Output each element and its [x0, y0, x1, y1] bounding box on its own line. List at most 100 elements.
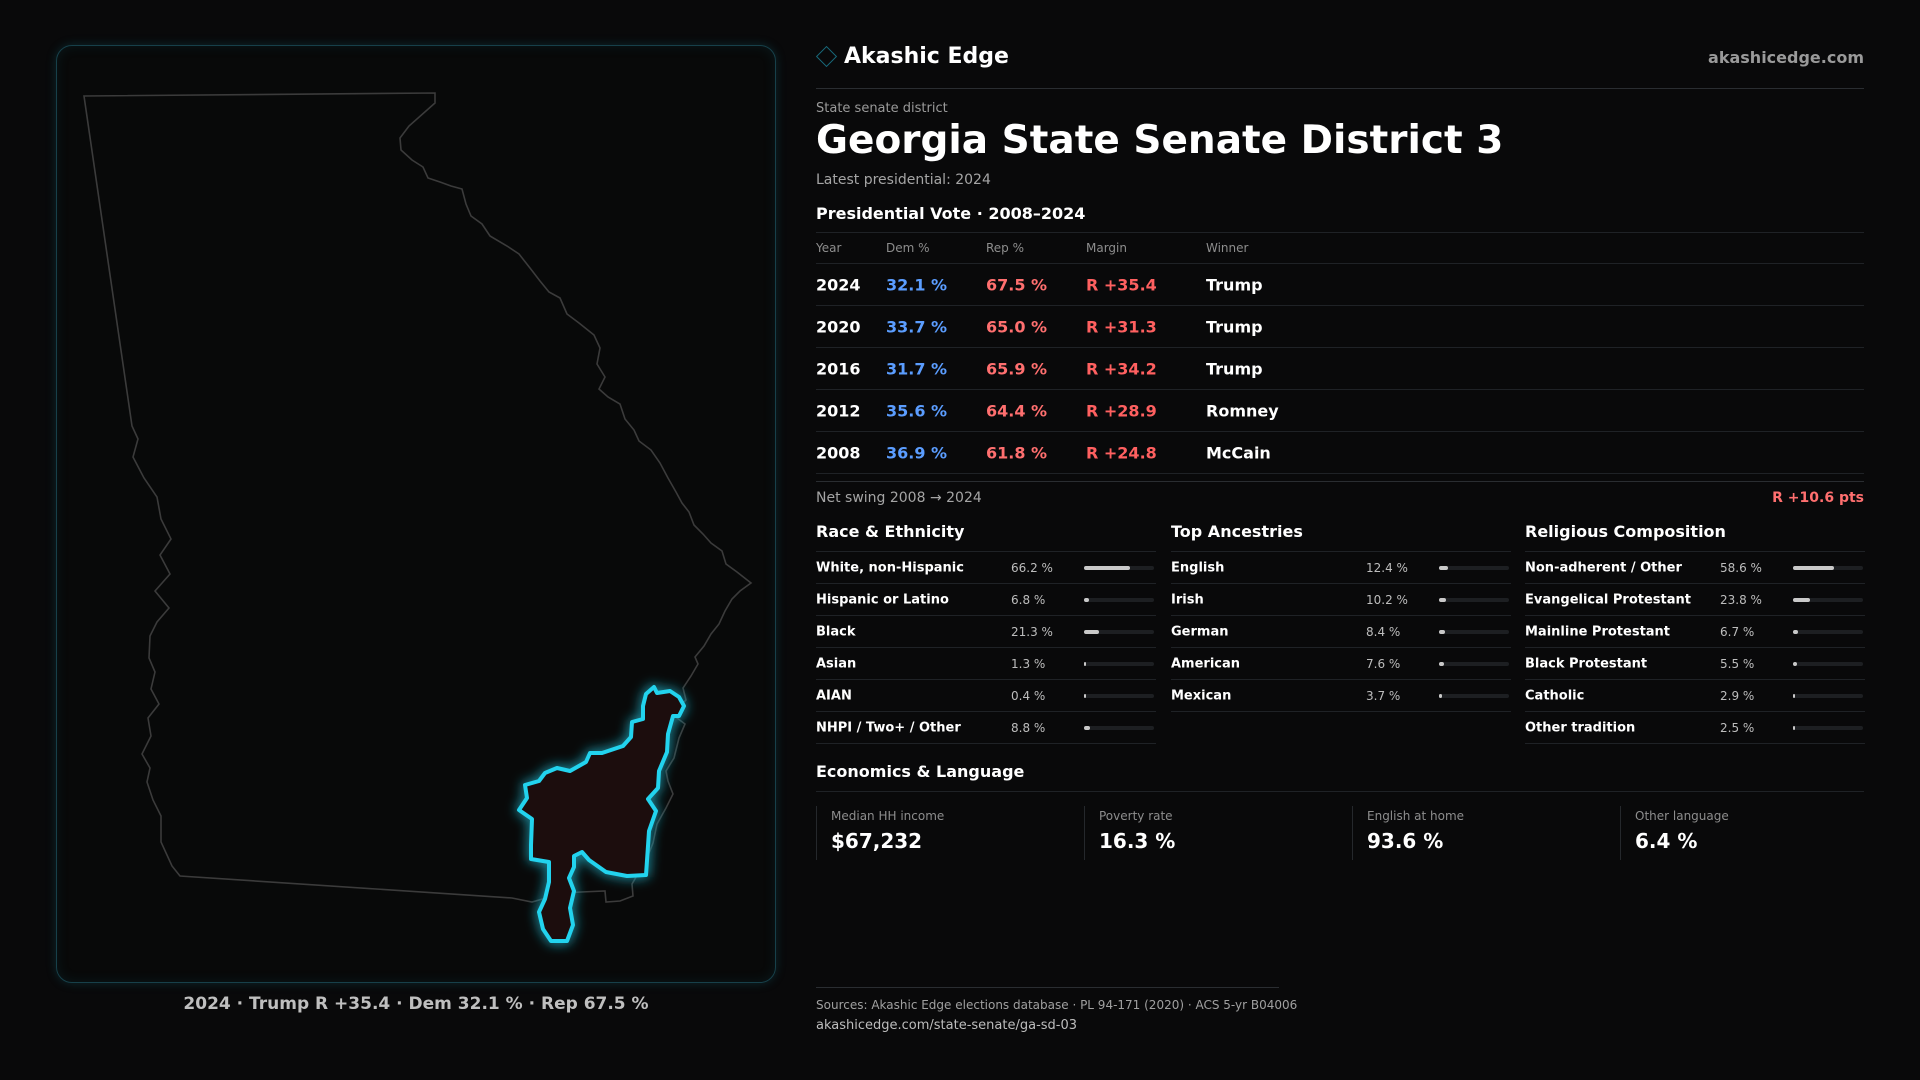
item-label: Black Protestant: [1525, 656, 1648, 671]
bar-track: [1084, 597, 1154, 602]
year-cell: 2024: [816, 275, 861, 294]
top-ancestries-heading: Top Ancestries: [1171, 522, 1511, 552]
religious-composition-heading: Religious Composition: [1525, 522, 1865, 552]
rep-cell: 64.4 %: [986, 401, 1048, 420]
stat-median-income: Median HH income $67,232: [816, 806, 1078, 860]
item-label: NHPI / Two+ / Other: [816, 720, 961, 735]
item-value: 6.7 %: [1720, 624, 1755, 639]
column-header-winner: Winner: [1206, 241, 1249, 255]
item-value: 1.3 %: [1011, 656, 1046, 671]
bar-track: [1439, 661, 1509, 666]
stat-value: 16.3 %: [1099, 829, 1176, 853]
bar-track: [1084, 725, 1154, 730]
item-label: Other tradition: [1525, 720, 1636, 735]
dem-cell: 36.9 %: [886, 443, 948, 462]
brand-url-link[interactable]: akashicedge.com: [1708, 48, 1864, 67]
dem-cell: 35.6 %: [886, 401, 948, 420]
bar-track: [1084, 565, 1154, 570]
item-label: Catholic: [1525, 688, 1585, 703]
list-item: German 8.4 %: [1171, 616, 1511, 648]
stat-english-at-home: English at home 93.6 %: [1352, 806, 1614, 860]
presidential-vote-table: Year Dem % Rep % Margin Winner 2024 32.1…: [816, 232, 1864, 474]
senate-district-3-shape: [517, 685, 686, 943]
item-value: 2.9 %: [1720, 688, 1755, 703]
list-item: Catholic 2.9 %: [1525, 680, 1865, 712]
dem-cell: 33.7 %: [886, 317, 948, 336]
table-row: 2016 31.7 % 65.9 % R +34.2 Trump: [816, 348, 1864, 390]
stat-value: $67,232: [831, 829, 923, 853]
winner-cell: Trump: [1206, 275, 1263, 294]
net-swing-label: Net swing 2008 → 2024: [816, 490, 982, 506]
bar-fill: [1084, 597, 1089, 602]
table-header-row: Year Dem % Rep % Margin Winner: [816, 232, 1864, 264]
item-label: American: [1171, 656, 1241, 671]
list-item: Hispanic or Latino 6.8 %: [816, 584, 1156, 616]
bar-fill: [1793, 661, 1797, 666]
bar-track: [1793, 597, 1863, 602]
bar-fill: [1084, 629, 1099, 634]
column-header-margin: Margin: [1086, 241, 1127, 255]
rep-cell: 65.0 %: [986, 317, 1048, 336]
year-cell: 2012: [816, 401, 861, 420]
column-header-year: Year: [816, 241, 842, 255]
rep-cell: 61.8 %: [986, 443, 1048, 462]
item-value: 6.8 %: [1011, 592, 1046, 607]
item-value: 2.5 %: [1720, 720, 1755, 735]
bar-track: [1793, 661, 1863, 666]
district-map-panel: [56, 45, 776, 983]
item-label: White, non-Hispanic: [816, 560, 964, 575]
item-label: German: [1171, 624, 1229, 639]
stat-value: 93.6 %: [1367, 829, 1444, 853]
list-item: Mainline Protestant 6.7 %: [1525, 616, 1865, 648]
stat-other-language: Other language 6.4 %: [1620, 806, 1882, 860]
list-item: White, non-Hispanic 66.2 %: [816, 552, 1156, 584]
economics-heading: Economics & Language: [816, 762, 1864, 792]
item-label: Black: [816, 624, 856, 639]
bar-fill: [1439, 661, 1445, 666]
list-item: AIAN 0.4 %: [816, 680, 1156, 712]
item-label: AIAN: [816, 688, 852, 703]
item-value: 8.8 %: [1011, 720, 1046, 735]
stat-poverty-rate: Poverty rate 16.3 %: [1084, 806, 1346, 860]
footer-divider: [816, 987, 1279, 988]
item-value: 58.6 %: [1720, 560, 1762, 575]
map-caption: 2024 · Trump R +35.4 · Dem 32.1 % · Rep …: [183, 994, 649, 1014]
dem-cell: 32.1 %: [886, 275, 948, 294]
brand[interactable]: Akashic Edge: [815, 44, 1009, 69]
list-item: Asian 1.3 %: [816, 648, 1156, 680]
margin-cell: R +34.2: [1086, 359, 1157, 378]
item-value: 66.2 %: [1011, 560, 1053, 575]
bar-track: [1439, 629, 1509, 634]
list-item: Evangelical Protestant 23.8 %: [1525, 584, 1865, 616]
list-item: NHPI / Two+ / Other 8.8 %: [816, 712, 1156, 744]
list-item: English 12.4 %: [1171, 552, 1511, 584]
year-cell: 2020: [816, 317, 861, 336]
item-value: 7.6 %: [1366, 656, 1401, 671]
bar-fill: [1439, 693, 1442, 698]
item-label: Evangelical Protestant: [1525, 592, 1691, 607]
item-label: Asian: [816, 656, 857, 671]
winner-cell: Romney: [1206, 401, 1279, 420]
rep-cell: 67.5 %: [986, 275, 1048, 294]
item-label: Irish: [1171, 592, 1204, 607]
presidential-vote-heading: Presidential Vote · 2008–2024: [816, 204, 1086, 223]
dem-cell: 31.7 %: [886, 359, 948, 378]
diamond-outline-icon: [815, 45, 838, 68]
source-url-link[interactable]: akashicedge.com/state-senate/ga-sd-03: [816, 1018, 1078, 1033]
table-row: 2024 32.1 % 67.5 % R +35.4 Trump: [816, 264, 1864, 306]
list-item: Irish 10.2 %: [1171, 584, 1511, 616]
bar-track: [1793, 725, 1863, 730]
margin-cell: R +28.9: [1086, 401, 1157, 420]
header-divider: [816, 88, 1864, 89]
winner-cell: Trump: [1206, 317, 1263, 336]
bar-fill: [1793, 693, 1796, 698]
bar-fill: [1084, 693, 1086, 698]
georgia-state-outline: [83, 92, 753, 903]
list-item: Non-adherent / Other 58.6 %: [1525, 552, 1865, 584]
item-label: Non-adherent / Other: [1525, 560, 1682, 575]
margin-cell: R +31.3: [1086, 317, 1157, 336]
stat-label: Median HH income: [831, 809, 945, 823]
item-label: Mainline Protestant: [1525, 624, 1671, 639]
bar-track: [1439, 597, 1509, 602]
list-item: Black Protestant 5.5 %: [1525, 648, 1865, 680]
